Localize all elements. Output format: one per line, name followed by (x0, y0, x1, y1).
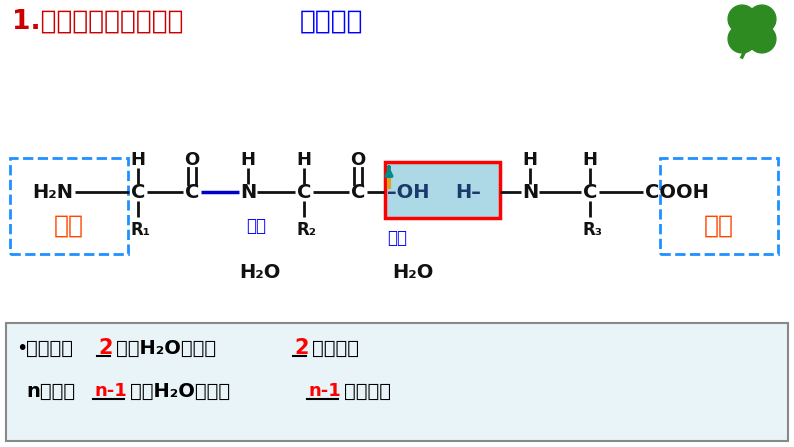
Circle shape (728, 25, 756, 53)
Text: n-1: n-1 (308, 382, 341, 400)
Text: 1.氨基酸的结合方式：: 1.氨基酸的结合方式： (12, 9, 183, 35)
Text: C: C (583, 182, 597, 202)
Text: O: O (184, 151, 199, 169)
Text: 分子H₂O，形成: 分子H₂O，形成 (130, 381, 230, 401)
Text: H₂O: H₂O (239, 262, 281, 282)
Text: H: H (522, 151, 538, 169)
Text: H: H (296, 151, 311, 169)
Text: C: C (131, 182, 145, 202)
Text: 分子H₂O，形成: 分子H₂O，形成 (116, 338, 216, 358)
Text: H: H (241, 151, 256, 169)
Text: R₁: R₁ (130, 221, 150, 239)
Text: O: O (350, 151, 365, 169)
Text: n-1: n-1 (94, 382, 127, 400)
Text: N: N (240, 182, 256, 202)
Text: H₂O: H₂O (392, 262, 434, 282)
Bar (6, 323, 788, 441)
Text: 三肽: 三肽 (704, 214, 734, 238)
Text: 二肽: 二肽 (54, 214, 84, 238)
Text: 2: 2 (98, 338, 113, 358)
Bar (660, 158, 778, 254)
Text: •: • (16, 338, 27, 358)
Circle shape (728, 5, 756, 33)
Text: 个肽键。: 个肽键。 (312, 338, 359, 358)
Text: C: C (185, 182, 199, 202)
Text: 脱水缩合: 脱水缩合 (300, 9, 364, 35)
Circle shape (748, 25, 776, 53)
Text: C: C (297, 182, 311, 202)
Text: C: C (351, 182, 365, 202)
Text: H: H (130, 151, 145, 169)
Text: H–: H– (455, 182, 481, 202)
Text: COOH: COOH (645, 182, 709, 202)
Text: R₂: R₂ (296, 221, 316, 239)
Text: 肽键: 肽键 (387, 229, 407, 247)
Text: 个肽键。: 个肽键。 (344, 381, 391, 401)
Text: 肽键: 肽键 (246, 217, 266, 235)
Text: –OH: –OH (387, 182, 430, 202)
Bar (385, 162, 500, 218)
Text: H: H (583, 151, 598, 169)
Circle shape (748, 5, 776, 33)
Text: H₂N: H₂N (32, 182, 73, 202)
Bar (10, 158, 128, 254)
Text: N: N (522, 182, 538, 202)
Text: n肽脱去: n肽脱去 (26, 381, 75, 401)
Text: R₃: R₃ (582, 221, 602, 239)
Text: 2: 2 (294, 338, 309, 358)
Text: 三肽脱去: 三肽脱去 (26, 338, 73, 358)
